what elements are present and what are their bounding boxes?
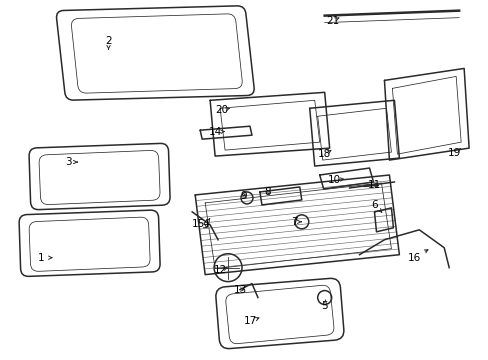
Text: 14: 14 [208,127,221,137]
Text: 12: 12 [213,265,226,275]
Text: 16: 16 [407,253,420,263]
Text: 13: 13 [233,284,246,294]
Text: 11: 11 [367,180,380,190]
Text: 10: 10 [327,175,341,185]
Text: 18: 18 [317,149,331,159]
Text: 19: 19 [447,148,460,158]
Text: 7: 7 [291,217,298,227]
Text: 8: 8 [264,187,271,197]
Text: 5: 5 [321,301,327,311]
Text: 17: 17 [243,316,256,327]
Text: 2: 2 [105,36,112,46]
Text: 21: 21 [325,15,339,26]
Text: 20: 20 [215,105,228,115]
Text: 1: 1 [38,253,44,263]
Text: 15: 15 [191,219,204,229]
Text: 9: 9 [240,191,247,201]
Text: 4: 4 [203,219,209,229]
Text: 3: 3 [65,157,72,167]
Text: 6: 6 [370,200,377,210]
